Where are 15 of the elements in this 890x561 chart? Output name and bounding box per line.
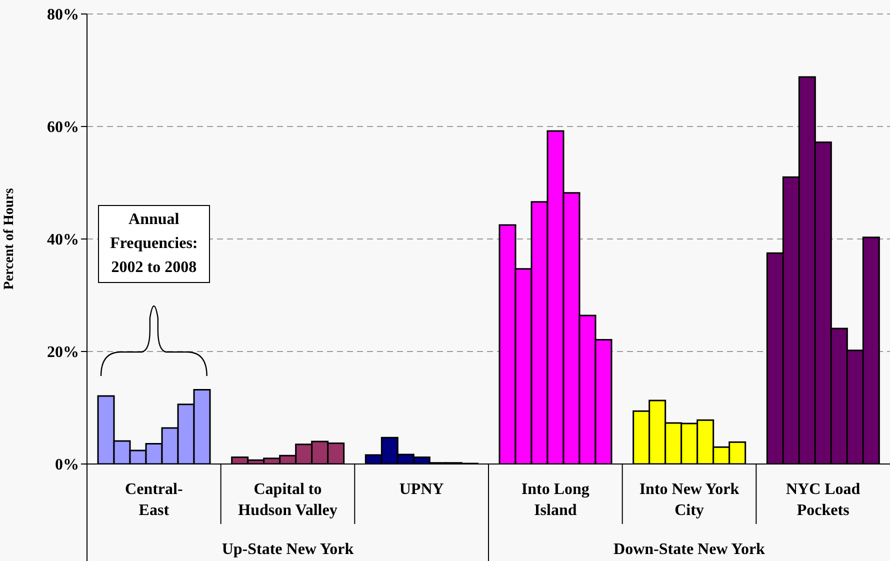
annotation: Annual Frequencies: 2002 to 2008 bbox=[98, 205, 210, 283]
x-tick-label: NYC Load Pockets bbox=[786, 481, 860, 519]
y-tick-label: 40% bbox=[47, 232, 79, 249]
y-tick-label: 80% bbox=[47, 6, 79, 24]
x-tick-label: Capital to Hudson Valley bbox=[238, 481, 338, 519]
text: Down-State New York bbox=[614, 541, 766, 558]
y-tick-label: 0% bbox=[55, 456, 79, 474]
text: Up-State New York bbox=[222, 541, 354, 558]
x-tick-label: Into New York City bbox=[639, 481, 740, 519]
x-tick-label: UPNY bbox=[399, 481, 444, 498]
x-tick-label: Into Long Island bbox=[521, 481, 590, 519]
y-tick-label: 60% bbox=[47, 119, 79, 136]
y-axis-title: Percent of Hours bbox=[2, 188, 17, 290]
x-tick-label: Central-East bbox=[125, 481, 183, 519]
y-tick-label: 20% bbox=[47, 344, 79, 362]
